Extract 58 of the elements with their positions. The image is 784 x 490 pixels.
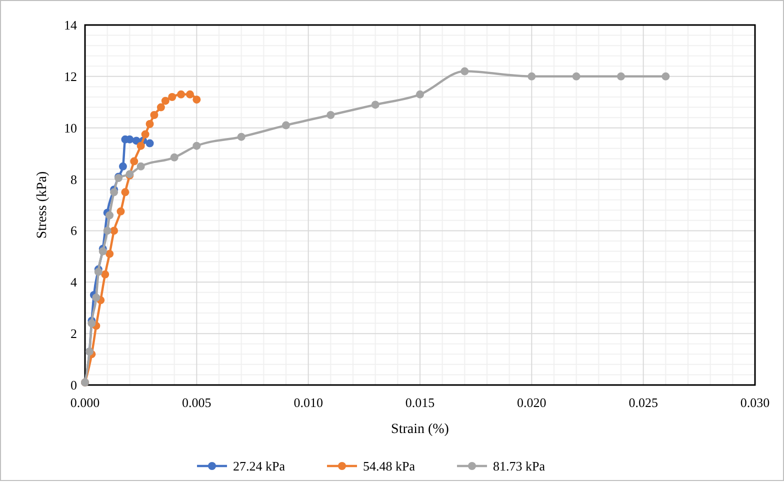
y-tick-label: 2 xyxy=(70,326,77,342)
y-tick-label: 4 xyxy=(70,274,78,290)
point xyxy=(118,162,127,170)
y-axis-title: Stress (kPa) xyxy=(35,171,50,239)
x-tick-label: 0.020 xyxy=(517,395,546,410)
point xyxy=(110,188,118,196)
legend-label: 54.48 kPa xyxy=(363,458,416,474)
point xyxy=(161,96,170,105)
point xyxy=(98,247,107,256)
point xyxy=(186,90,194,98)
point xyxy=(168,93,176,101)
point xyxy=(192,142,201,150)
point xyxy=(170,153,178,162)
point xyxy=(141,130,150,138)
y-tick-label: 8 xyxy=(70,172,77,187)
point xyxy=(150,111,158,119)
point xyxy=(237,132,246,141)
point xyxy=(121,188,130,196)
y-tick-label: 14 xyxy=(64,18,78,32)
point xyxy=(94,268,102,276)
point xyxy=(116,207,125,216)
point xyxy=(192,96,201,104)
point xyxy=(282,121,290,130)
point xyxy=(92,294,100,302)
point xyxy=(156,103,165,112)
x-tick-label: 0.030 xyxy=(740,395,770,410)
x-axis-title: Strain (%) xyxy=(391,422,450,437)
y-tick-label: 10 xyxy=(64,120,77,136)
point xyxy=(371,100,380,109)
x-tick-label: 0.010 xyxy=(294,395,323,410)
point xyxy=(110,226,118,235)
legend-label: 27.24 kPa xyxy=(233,458,286,474)
point xyxy=(662,72,670,80)
x-tick-label: 0.005 xyxy=(182,395,212,410)
point xyxy=(106,250,114,258)
legend-label: 81.73 kPa xyxy=(493,458,546,474)
y-tick-label: 0 xyxy=(70,378,77,392)
point xyxy=(101,270,110,278)
point xyxy=(106,211,114,220)
point xyxy=(146,120,154,128)
x-tick-label: 0.025 xyxy=(628,395,658,410)
point xyxy=(177,90,186,98)
point xyxy=(617,72,625,80)
point xyxy=(528,72,536,80)
point xyxy=(326,111,335,119)
point xyxy=(88,319,96,328)
point xyxy=(136,162,145,170)
point xyxy=(136,142,145,150)
x-tick-label: 0.015 xyxy=(405,395,435,410)
y-tick-label: 6 xyxy=(70,223,78,238)
point xyxy=(572,72,580,80)
y-tick-label: 12 xyxy=(64,68,77,84)
point xyxy=(103,226,112,235)
point xyxy=(460,67,469,76)
point xyxy=(146,139,154,148)
point xyxy=(130,157,138,166)
point xyxy=(416,90,424,98)
x-tick-label: 0.000 xyxy=(70,395,100,410)
